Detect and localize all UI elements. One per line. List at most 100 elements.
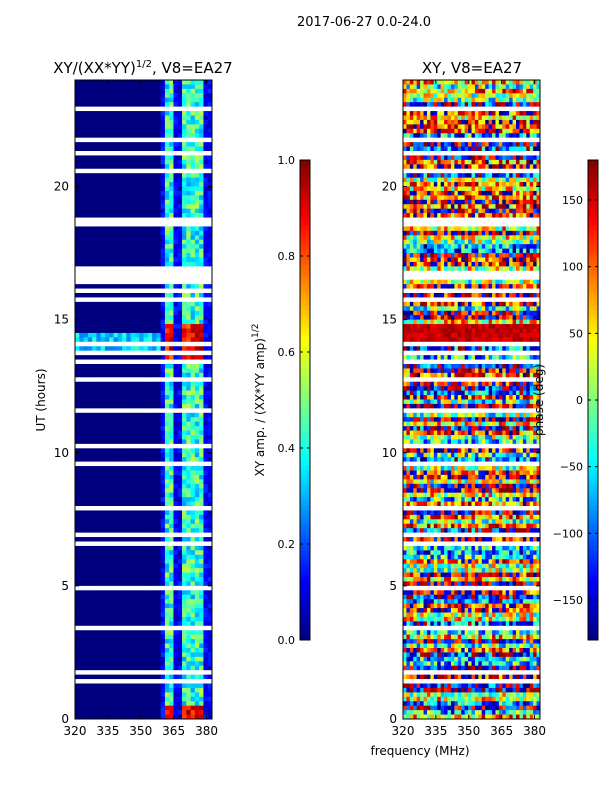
panel1-cell — [109, 173, 114, 179]
panel1-cell — [156, 213, 162, 218]
panel1-cell — [96, 408, 102, 414]
panel1-cell — [122, 474, 127, 480]
panel2-cell — [454, 97, 459, 103]
panel1-cell — [92, 93, 97, 99]
panel1-cell — [143, 563, 149, 569]
panel1-cell — [134, 337, 140, 343]
panel1-cell — [100, 630, 106, 636]
panel1-cell — [160, 390, 166, 396]
panel1-cell — [139, 612, 144, 618]
panel1-cell — [190, 84, 196, 90]
panel1-cell — [194, 474, 200, 480]
panel2-cell — [457, 97, 462, 103]
panel1-cell — [100, 235, 106, 241]
panel1-cell — [177, 430, 183, 436]
panel1-cell — [87, 319, 93, 325]
panel1-cell — [207, 448, 213, 454]
colorbar1-segment — [300, 240, 310, 246]
panel1-cell — [194, 679, 200, 684]
panel1-cell — [147, 603, 153, 609]
panel1-cell — [83, 399, 89, 405]
panel1-cell — [134, 328, 140, 334]
panel1-cell — [75, 159, 80, 165]
panel1-cell — [117, 466, 123, 471]
panel1-cell — [164, 115, 170, 121]
colorbar1-segment — [300, 380, 310, 386]
panel1-cell — [164, 395, 170, 400]
panel1-cell — [104, 288, 110, 294]
panel1-cell — [143, 332, 149, 338]
panel1-cell — [203, 133, 209, 139]
panel1-cell — [130, 315, 136, 321]
panel1-cell — [156, 248, 162, 254]
colorbar1-axes: 0.00.20.40.60.81.0 — [278, 154, 310, 647]
panel1-cell — [160, 297, 166, 303]
panel1-cell — [199, 377, 204, 383]
panel1-cell — [126, 630, 132, 636]
panel1-cell — [134, 355, 140, 360]
panel1-cell — [79, 315, 84, 321]
panel1-cell — [203, 97, 209, 103]
panel1-cell — [173, 661, 179, 667]
panel1-cell — [173, 692, 179, 698]
panel1-cell — [139, 93, 144, 99]
panel1-cell — [156, 341, 162, 347]
panel1-cell — [186, 421, 191, 427]
panel1-cell — [117, 133, 123, 139]
panel1-cell — [182, 377, 187, 383]
panel1-cell — [87, 696, 93, 702]
panel1-cell — [92, 279, 97, 285]
panel2-cell — [457, 102, 462, 108]
panel1-cell — [122, 470, 127, 476]
panel1-cell — [109, 328, 114, 334]
panel1-cell — [134, 399, 140, 405]
panel1-cell — [199, 288, 204, 294]
panel1-cell — [199, 426, 204, 431]
panel1-cell — [143, 173, 149, 179]
panel1-cell — [104, 625, 110, 631]
panel1-cell — [199, 701, 204, 707]
panel1-cell — [134, 687, 140, 693]
panel1-cell — [134, 514, 140, 520]
panel1-cell — [100, 439, 106, 445]
panel1-cell — [160, 261, 166, 267]
panel1-cell — [83, 514, 89, 520]
panel1-cell — [199, 173, 204, 179]
panel1-cell — [156, 244, 162, 250]
panel1-cell — [100, 474, 106, 480]
panel1-cell — [143, 545, 149, 551]
panel1-cell — [117, 492, 123, 498]
panel1-cell — [126, 612, 132, 618]
panel1-cell — [143, 88, 149, 94]
panel1-cell — [134, 630, 140, 636]
panel1-cell — [190, 182, 196, 187]
panel1-cell — [126, 528, 132, 534]
panel1-cell — [194, 217, 200, 223]
panel1-cell — [100, 301, 106, 307]
panel1-cell — [130, 111, 136, 116]
panel1-cell — [182, 497, 187, 502]
panel1-cell — [186, 470, 191, 476]
panel1-cell — [117, 656, 123, 662]
panel1-cell — [143, 661, 149, 667]
panel1-cell — [190, 696, 196, 702]
panel1-cell — [207, 612, 213, 618]
panel1-cell — [139, 133, 144, 139]
panel1-cell — [182, 190, 187, 196]
panel1-cell — [109, 639, 114, 644]
panel1-cell — [92, 80, 97, 85]
panel1-cell — [203, 545, 209, 551]
panel1-cell — [75, 625, 80, 631]
panel1-cell — [194, 461, 200, 467]
panel1-cell — [190, 652, 196, 658]
panel1-cell — [194, 119, 200, 125]
panel1-cell — [113, 310, 119, 316]
panel1-cell — [87, 492, 93, 498]
panel1-cell — [96, 417, 102, 423]
panel2-cell — [478, 97, 483, 103]
panel1-cell — [104, 474, 110, 480]
panel1-cell — [199, 603, 204, 609]
colorbar1-segment — [300, 330, 310, 336]
panel1-cell — [139, 226, 144, 232]
panel1-cell — [182, 257, 187, 263]
